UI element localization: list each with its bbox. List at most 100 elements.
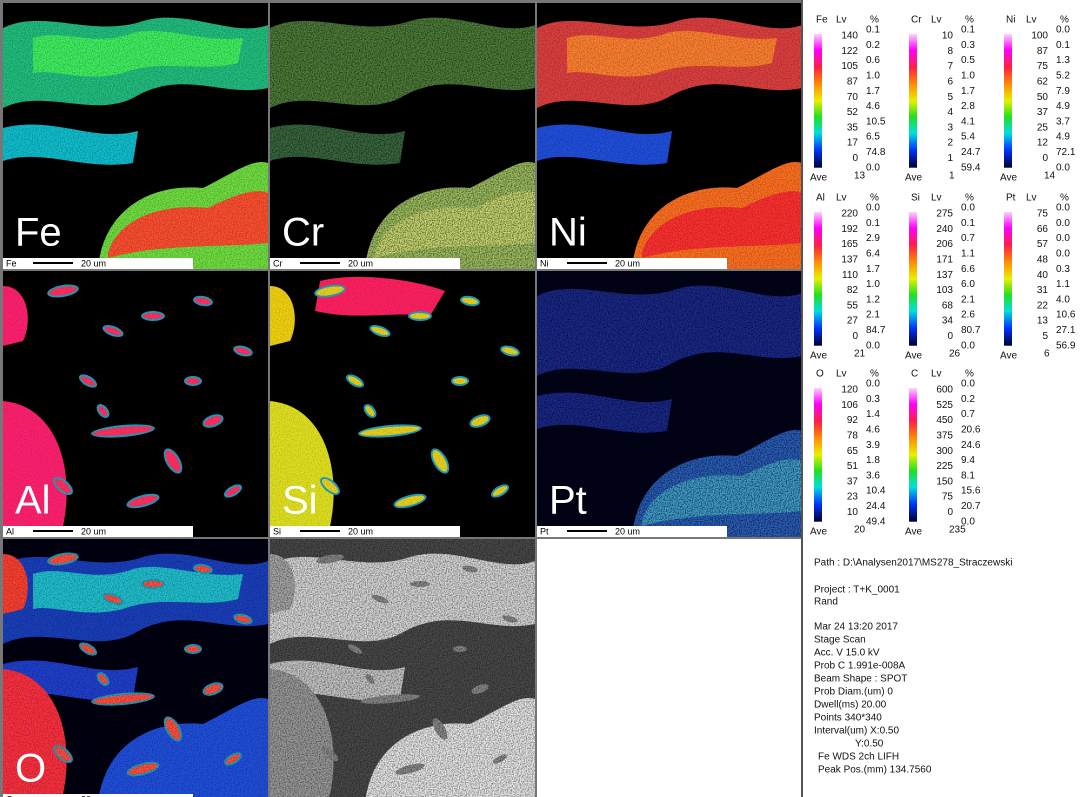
level-value: 52 (847, 107, 859, 118)
level-percent: 56.9 (1056, 340, 1076, 351)
level-percent: 72.1 (1056, 147, 1076, 158)
level-value: 0 (852, 153, 858, 164)
level-value: 110 (842, 270, 858, 281)
map-label: O (15, 747, 46, 791)
info-line: Points 340*340 (814, 713, 882, 724)
empty-panel (537, 539, 802, 797)
level-value: 25 (1037, 122, 1049, 133)
level-percent: 1.2 (866, 294, 880, 305)
scale-element: Ni (540, 258, 549, 268)
level-percent: 1.8 (866, 455, 880, 466)
noise (270, 539, 535, 797)
info-line: Rand (814, 597, 838, 608)
level-percent: 2.1 (961, 294, 975, 305)
color-bar (1004, 34, 1012, 168)
info-text: Path : D:\Analysen2017\MS278_Straczewski… (814, 558, 1012, 776)
info-line: Acc. V 15.0 kV (814, 648, 880, 659)
legend-lv-header: Lv (836, 15, 847, 26)
level-value: 1 (947, 153, 953, 164)
level-value: 192 (841, 224, 858, 235)
scale-element: Pt (540, 526, 549, 536)
level-value: 600 (936, 385, 953, 396)
level-percent: 1.0 (961, 71, 975, 82)
level-percent: 0.2 (866, 40, 880, 51)
ave-label: Ave (810, 172, 827, 183)
level-percent: 24.4 (866, 501, 886, 512)
legend-lv-header: Lv (1026, 15, 1037, 26)
level-percent: 1.0 (866, 279, 880, 290)
level-percent: 0.1 (961, 218, 975, 229)
level-value: 92 (847, 415, 859, 426)
level-value: 0 (947, 331, 953, 342)
level-percent: 0.1 (1056, 40, 1070, 51)
level-value: 78 (847, 431, 859, 442)
level-percent: 0.0 (866, 162, 880, 173)
scale-element: Cr (273, 258, 283, 268)
level-percent: 0.0 (866, 340, 880, 351)
level-percent: 0.0 (1056, 249, 1070, 260)
level-percent: 0.0 (866, 203, 880, 214)
level-percent: 7.9 (1056, 86, 1070, 97)
level-value: 66 (1037, 224, 1049, 235)
level-percent: 0.1 (866, 25, 880, 36)
legend-lv-header: Lv (836, 193, 847, 204)
level-percent: 0.1 (961, 25, 975, 36)
level-percent: 4.9 (1056, 101, 1070, 112)
level-percent: 0.7 (961, 233, 975, 244)
scale-element: Fe (6, 258, 17, 268)
level-percent: 6.0 (961, 279, 975, 290)
screen: FeFe20 umCrCr20 umNiNi20 umAlAl20 umSiSi… (0, 0, 1086, 797)
info-line: Mar 24 13:20 2017 (814, 622, 898, 633)
ave-value: 6 (1044, 348, 1050, 359)
level-value: 40 (1037, 270, 1049, 281)
color-bar (814, 388, 822, 522)
map-label: Si (282, 479, 318, 523)
level-value: 300 (936, 446, 953, 457)
level-value: 106 (841, 400, 858, 411)
legend-element: Cr (911, 15, 922, 26)
legend-lv-header: Lv (931, 15, 942, 26)
level-value: 37 (1037, 107, 1049, 118)
level-percent: 80.7 (961, 325, 981, 336)
level-percent: 20.6 (961, 425, 981, 436)
color-bar (1004, 212, 1012, 346)
level-value: 103 (936, 285, 953, 296)
level-percent: 0.5 (961, 55, 975, 66)
info-line: Dwell(ms) 20.00 (814, 700, 887, 711)
level-percent: 0.6 (866, 55, 880, 66)
level-value: 0 (1042, 153, 1048, 164)
level-percent: 0.3 (961, 40, 975, 51)
level-value: 10 (847, 507, 859, 518)
ave-value: 13 (854, 170, 866, 181)
level-value: 2 (947, 138, 953, 149)
scale-text: 20 um (348, 258, 373, 268)
element-map: OO20 um (3, 539, 268, 797)
level-percent: 49.4 (866, 516, 886, 527)
level-value: 57 (1037, 239, 1049, 250)
level-value: 150 (936, 476, 953, 487)
level-percent: 2.6 (961, 310, 975, 321)
info-line: Prob C 1.991e-008A (814, 661, 906, 672)
level-value: 3 (947, 122, 953, 133)
level-percent: 0.7 (961, 409, 975, 420)
level-value: 165 (841, 239, 858, 250)
legend-element: O (816, 369, 824, 380)
ave-label: Ave (1000, 350, 1017, 361)
scale-text: 20 um (81, 526, 106, 536)
level-percent: 2.1 (866, 310, 880, 321)
info-line: Prob Diam.(um) 0 (814, 687, 893, 698)
level-percent: 20.7 (961, 501, 981, 512)
ave-label: Ave (905, 526, 922, 537)
level-value: 87 (847, 77, 859, 88)
ave-label: Ave (905, 172, 922, 183)
level-value: 87 (1037, 46, 1049, 57)
level-value: 75 (1037, 209, 1049, 220)
ave-label: Ave (810, 526, 827, 537)
level-value: 27 (847, 316, 859, 327)
level-value: 171 (936, 255, 953, 266)
level-percent: 27.1 (1056, 325, 1076, 336)
legend-lv-header: Lv (836, 369, 847, 380)
level-percent: 3.6 (866, 470, 880, 481)
